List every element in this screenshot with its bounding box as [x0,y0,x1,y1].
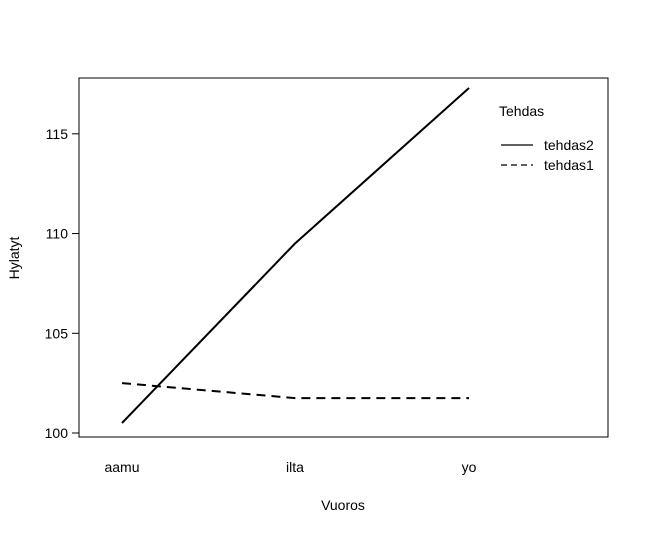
x-tick-label: yo [462,459,477,475]
x-tick-label: ilta [286,459,304,475]
series-layer [121,87,470,424]
x-axis: aamu ilta yo [104,459,476,475]
y-tick-label: 115 [46,126,69,142]
series-line-tehdas1 [121,382,469,400]
series-line-tehdas2 [121,87,470,424]
plot-frame [78,77,609,438]
x-axis-label: Vuoros [321,497,365,513]
y-tick-label: 110 [46,226,69,242]
legend-entry-label: tehdas2 [544,137,594,153]
y-axis-label: Hylatyt [6,237,22,280]
legend: Tehdas tehdas2 tehdas1 [499,103,594,173]
legend-title: Tehdas [499,103,544,119]
x-tick-label: aamu [104,459,139,475]
y-tick-label: 105 [45,325,69,341]
y-axis: 100 105 110 115 [45,126,79,441]
legend-entry-label: tehdas1 [544,157,594,173]
y-tick-label: 100 [45,425,69,441]
